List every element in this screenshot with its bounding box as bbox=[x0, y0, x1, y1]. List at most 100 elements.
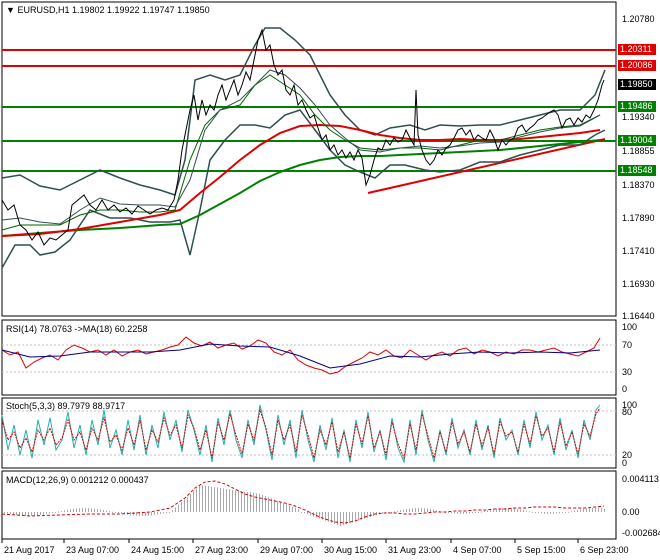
macd-bar bbox=[208, 486, 209, 512]
macd-bar bbox=[103, 509, 104, 512]
macd-bar bbox=[550, 512, 551, 514]
rsi-axis-label: 100 bbox=[622, 322, 638, 332]
macd-bar bbox=[334, 512, 335, 524]
macd-bar bbox=[172, 510, 173, 512]
stoch-title: Stoch(5,3,3) 89.7979 88.9717 bbox=[6, 401, 126, 411]
macd-bar bbox=[310, 512, 311, 516]
macd-bar bbox=[142, 512, 143, 516]
rsi-panel[interactable] bbox=[1, 319, 617, 396]
macd-bar bbox=[79, 508, 80, 512]
macd-bar bbox=[58, 511, 59, 513]
macd-bar bbox=[484, 510, 485, 512]
macd-bar bbox=[256, 493, 257, 512]
macd-bar bbox=[205, 485, 206, 512]
macd-bar bbox=[373, 512, 374, 517]
macd-bar bbox=[226, 488, 227, 512]
macd-bar bbox=[169, 512, 170, 513]
macd-bar bbox=[295, 508, 296, 512]
macd-bar bbox=[16, 512, 17, 516]
macd-signal-line bbox=[1, 480, 605, 524]
macd-bar bbox=[325, 512, 326, 521]
price-line bbox=[1, 28, 605, 246]
macd-bar bbox=[589, 508, 590, 512]
macd-bar bbox=[199, 485, 200, 512]
macd-bar bbox=[37, 512, 38, 516]
macd-bar bbox=[316, 512, 317, 518]
price-axis-label: 1.18370 bbox=[622, 180, 655, 190]
macd-bar bbox=[289, 505, 290, 512]
time-axis-label: 5 Sep 15:00 bbox=[517, 545, 566, 555]
macd-bar bbox=[469, 512, 470, 514]
macd-bar bbox=[355, 512, 356, 522]
macd-bar bbox=[229, 489, 230, 512]
macd-bar bbox=[412, 508, 413, 512]
macd-bar bbox=[496, 508, 497, 512]
macd-bar bbox=[547, 512, 548, 514]
macd-bar bbox=[292, 506, 293, 512]
macd-bar bbox=[328, 512, 329, 522]
bollinger-lower bbox=[1, 109, 606, 269]
macd-axis-label: -0.002684 bbox=[622, 528, 660, 538]
macd-bar bbox=[64, 510, 65, 512]
rsi-axis-label: 30 bbox=[622, 367, 633, 377]
macd-bar bbox=[85, 508, 86, 512]
macd-bar bbox=[439, 510, 440, 512]
macd-bar bbox=[598, 508, 599, 512]
macd-panel[interactable] bbox=[1, 470, 617, 540]
macd-title: MACD(12,26,9) 0.001212 0.000437 bbox=[6, 475, 149, 485]
time-ticks bbox=[1, 539, 579, 543]
macd-bar bbox=[301, 512, 302, 513]
time-axis-label: 30 Aug 15:00 bbox=[324, 545, 378, 555]
macd-bar bbox=[67, 509, 68, 512]
macd-bar bbox=[526, 510, 527, 512]
macd-bar bbox=[40, 512, 41, 516]
macd-bar bbox=[520, 509, 521, 512]
macd-bar bbox=[223, 488, 224, 512]
macd-bar bbox=[406, 509, 407, 512]
macd-bar bbox=[415, 508, 416, 512]
macd-bar bbox=[10, 512, 11, 515]
macd-bar bbox=[214, 487, 215, 512]
macd-bar bbox=[112, 511, 113, 513]
time-axis-label: 29 Aug 07:00 bbox=[260, 545, 314, 555]
macd-bar bbox=[154, 512, 155, 516]
macd-bar bbox=[133, 512, 134, 516]
stoch-signal-line bbox=[1, 407, 601, 460]
time-axis-label: 21 Aug 2017 bbox=[4, 545, 55, 555]
macd-bar bbox=[568, 511, 569, 513]
time-axis-label: 24 Aug 15:00 bbox=[131, 545, 185, 555]
macd-bar bbox=[367, 512, 368, 518]
macd-bar bbox=[556, 512, 557, 514]
macd-bar bbox=[178, 504, 179, 512]
macd-bar bbox=[424, 508, 425, 512]
price-axis-label: 1.18855 bbox=[622, 146, 655, 156]
price-axis-label: 1.20780 bbox=[622, 14, 655, 24]
macd-bar bbox=[466, 512, 467, 514]
macd-bar bbox=[220, 488, 221, 512]
macd-bar bbox=[298, 509, 299, 512]
collapse-arrow-icon[interactable]: ▼ bbox=[6, 5, 15, 15]
macd-bar bbox=[346, 512, 347, 525]
macd-bar bbox=[265, 496, 266, 512]
ma-mid bbox=[1, 123, 601, 237]
macd-bar bbox=[562, 512, 563, 513]
macd-bar bbox=[427, 508, 428, 512]
macd-bar bbox=[136, 512, 137, 516]
macd-bar bbox=[232, 489, 233, 512]
macd-bar bbox=[538, 512, 539, 513]
macd-bar bbox=[271, 498, 272, 512]
trend-line[interactable] bbox=[367, 138, 606, 194]
stoch-panel[interactable] bbox=[1, 397, 617, 469]
macd-bar bbox=[445, 512, 446, 513]
macd-bar bbox=[184, 499, 185, 512]
macd-bar bbox=[418, 508, 419, 512]
macd-bar bbox=[517, 508, 518, 512]
macd-bar bbox=[478, 512, 479, 513]
macd-bar bbox=[250, 492, 251, 512]
macd-bar bbox=[73, 508, 74, 512]
macd-bar bbox=[532, 511, 533, 513]
macd-bar bbox=[82, 508, 83, 512]
macd-bar bbox=[61, 511, 62, 513]
macd-bar bbox=[34, 512, 35, 516]
